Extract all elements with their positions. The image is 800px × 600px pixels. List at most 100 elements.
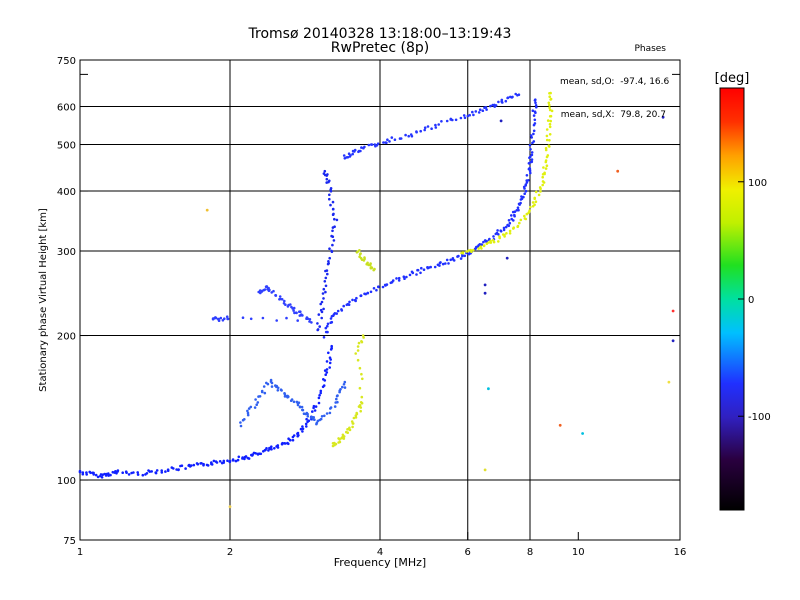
data-point — [301, 427, 305, 431]
data-point — [480, 243, 484, 246]
data-point — [325, 360, 329, 363]
data-point — [386, 138, 389, 141]
data-point — [333, 405, 337, 408]
data-point — [298, 405, 302, 409]
data-point — [287, 395, 290, 399]
data-point — [462, 114, 466, 117]
data-point — [524, 183, 528, 186]
data-point — [513, 214, 516, 218]
data-point — [492, 235, 495, 238]
data-point — [334, 442, 338, 446]
data-point — [326, 330, 329, 334]
data-point — [340, 436, 343, 440]
data-point — [357, 341, 361, 345]
data-point — [508, 221, 512, 225]
outlier-point — [661, 115, 665, 119]
data-point — [353, 150, 356, 153]
data-point — [148, 470, 152, 473]
data-point — [451, 257, 455, 260]
data-point — [543, 171, 546, 175]
data-point — [331, 243, 334, 247]
data-point — [408, 273, 412, 277]
data-point — [407, 134, 411, 138]
data-point — [514, 92, 517, 96]
data-point — [319, 391, 323, 395]
data-point — [265, 381, 268, 385]
data-point — [327, 260, 330, 263]
data-point — [498, 236, 502, 240]
data-point — [340, 308, 343, 311]
data-point — [545, 138, 549, 142]
data-point — [219, 316, 223, 320]
data-point — [351, 298, 354, 302]
data-point — [385, 283, 389, 286]
data-point — [342, 154, 346, 157]
data-point — [405, 275, 408, 279]
x-tick-label: 16 — [674, 547, 687, 558]
data-point — [539, 190, 542, 193]
data-point — [279, 388, 283, 392]
data-point — [357, 150, 360, 154]
data-point — [390, 136, 394, 139]
data-point — [363, 292, 366, 296]
data-point — [107, 472, 110, 475]
data-point — [356, 345, 360, 348]
data-point — [463, 254, 467, 258]
data-point — [549, 98, 552, 101]
data-point — [154, 471, 158, 475]
data-point — [487, 241, 490, 244]
data-point — [531, 109, 535, 112]
data-point — [373, 267, 376, 271]
data-point — [537, 193, 541, 197]
data-point — [189, 464, 193, 467]
data-point — [320, 415, 324, 418]
data-point — [355, 251, 359, 254]
data-point — [347, 152, 351, 155]
data-point — [506, 96, 510, 99]
data-point — [388, 140, 391, 143]
data-point — [508, 229, 512, 233]
data-point — [247, 407, 251, 410]
data-point — [519, 198, 523, 201]
data-point — [317, 313, 321, 316]
data-point — [254, 452, 257, 455]
data-point — [525, 174, 529, 177]
data-point — [434, 123, 437, 127]
outlier-point — [671, 339, 675, 343]
data-point — [426, 125, 430, 128]
data-point — [125, 471, 128, 475]
data-point — [347, 303, 351, 307]
data-point — [286, 441, 289, 445]
data-point — [519, 218, 523, 222]
data-point — [370, 266, 374, 270]
data-point — [330, 320, 334, 324]
data-point — [423, 128, 427, 132]
data-point — [239, 424, 243, 428]
data-point — [336, 400, 339, 404]
data-point — [323, 414, 326, 418]
data-point — [532, 132, 535, 136]
data-point — [346, 428, 349, 431]
data-point — [544, 146, 548, 150]
data-point — [326, 324, 329, 328]
data-point — [512, 219, 515, 222]
y-tick-label: 75 — [63, 536, 76, 547]
data-point — [459, 116, 463, 120]
data-point — [206, 464, 210, 467]
outlier-point — [228, 505, 232, 509]
data-point — [546, 119, 550, 122]
plot-area — [79, 59, 681, 541]
data-point — [263, 288, 267, 291]
data-point — [362, 336, 365, 339]
data-point — [145, 472, 149, 475]
data-point — [306, 412, 309, 416]
data-point — [544, 159, 548, 162]
data-point — [532, 129, 536, 133]
y-tick-label: 400 — [57, 187, 76, 198]
data-point — [249, 317, 253, 321]
data-point — [509, 95, 512, 99]
outlier-point — [483, 468, 487, 472]
data-point — [331, 229, 334, 233]
data-point — [363, 145, 366, 149]
data-point — [296, 319, 300, 322]
